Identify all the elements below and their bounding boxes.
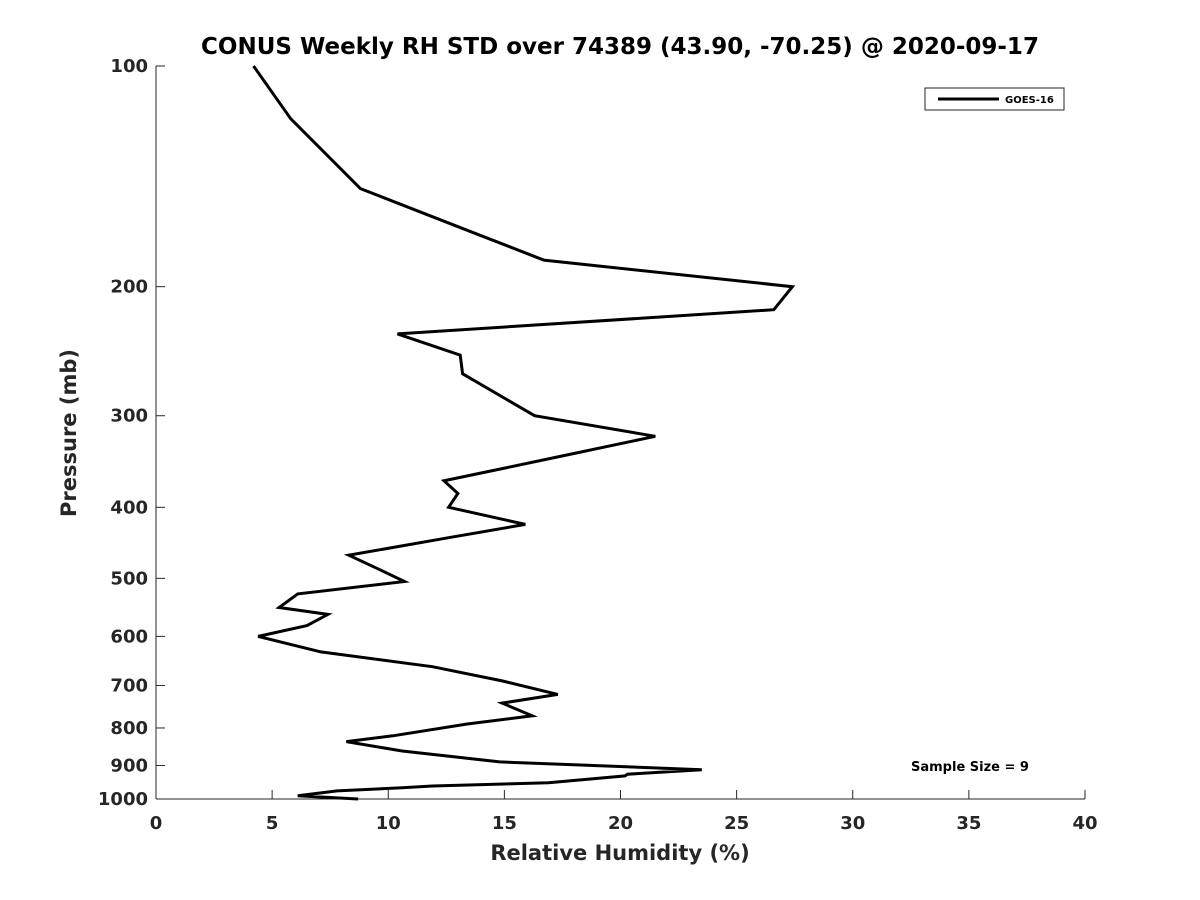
x-tick-label: 35 xyxy=(956,813,981,834)
y-tick-label: 500 xyxy=(110,568,148,589)
chart-title: CONUS Weekly RH STD over 74389 (43.90, -… xyxy=(201,34,1039,60)
x-tick-label: 20 xyxy=(608,813,633,834)
x-axis-label: Relative Humidity (%) xyxy=(490,841,749,865)
x-tick-label: 0 xyxy=(150,813,163,834)
x-tick-label: 25 xyxy=(724,813,749,834)
x-tick-label: 40 xyxy=(1072,813,1097,834)
x-tick-label: 5 xyxy=(266,813,279,834)
y-tick-label: 100 xyxy=(110,56,148,77)
plot-area: 0 5 10 15 20 25 30 35 40 100 200 300 400 500 600 700 800… xyxy=(98,56,1098,834)
y-tick-label: 700 xyxy=(110,675,148,696)
sample-size-annotation: Sample Size = 9 xyxy=(911,760,1029,775)
y-tick-label: 300 xyxy=(110,406,148,427)
x-tick-label: 15 xyxy=(492,813,517,834)
x-tick-label: 30 xyxy=(840,813,865,834)
series-line-goes-16 xyxy=(252,65,796,801)
y-tick-label: 900 xyxy=(110,755,148,776)
y-tick-label: 400 xyxy=(110,497,148,518)
y-tick-label: 800 xyxy=(110,718,148,739)
legend: GOES-16 xyxy=(924,87,1065,111)
y-axis-label: Pressure (mb) xyxy=(57,349,81,517)
y-tick-label: 200 xyxy=(110,277,148,298)
y-tick-label: 600 xyxy=(110,626,148,647)
y-tick-label: 1000 xyxy=(98,789,148,810)
x-tick-label: 10 xyxy=(376,813,401,834)
legend-label-goes-16: GOES-16 xyxy=(1005,95,1054,106)
